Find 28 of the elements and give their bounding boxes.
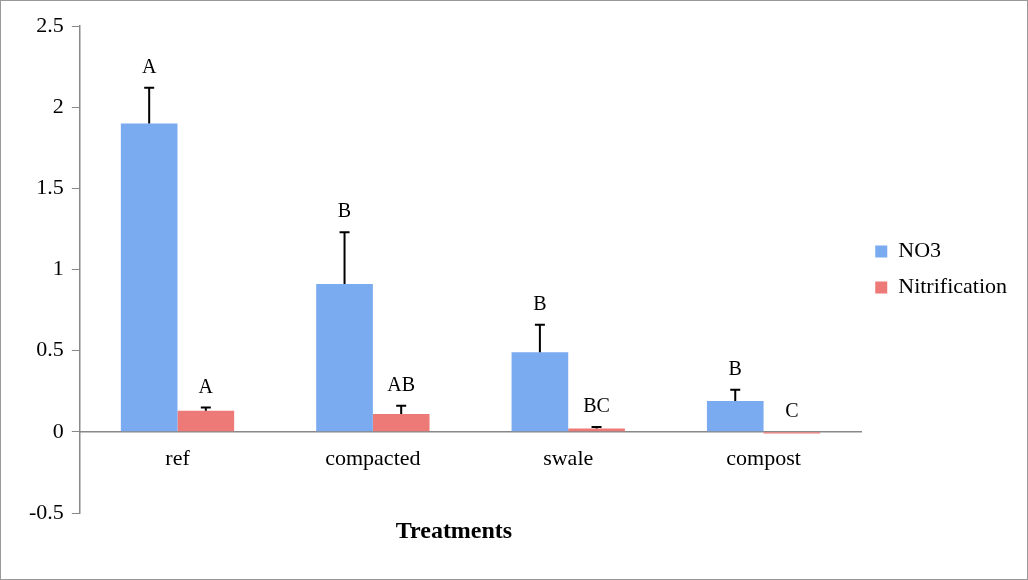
x-tick-label: ref	[165, 444, 191, 470]
y-tick-label: 0	[52, 417, 64, 443]
data-label: C	[785, 399, 799, 422]
y-tick-label: 2	[52, 92, 64, 118]
y-tick-label: 1.5	[36, 174, 64, 200]
y-tick-label: 1	[52, 255, 64, 281]
x-tick-label: compost	[726, 444, 801, 470]
bar	[372, 413, 430, 432]
bar	[177, 410, 235, 432]
x-tick-label: swale	[543, 444, 594, 470]
y-tick-label: 0.5	[36, 336, 64, 362]
bar	[511, 352, 569, 432]
data-label: AB	[387, 373, 416, 396]
legend-label: NO3	[898, 237, 942, 263]
data-label: B	[337, 199, 352, 222]
bar	[120, 123, 178, 432]
y-tick-label: -0.5	[29, 498, 64, 524]
data-label: A	[198, 374, 214, 397]
y-tick-label: 2.5	[36, 11, 64, 37]
x-tick-label: compacted	[325, 444, 421, 470]
bar	[706, 400, 764, 432]
bar	[316, 284, 373, 432]
data-label: B	[533, 291, 547, 314]
data-label: BC	[583, 394, 610, 417]
x-axis-title: Treatments	[395, 517, 513, 543]
legend-label: Nitrification	[898, 273, 1008, 299]
data-label: B	[728, 356, 742, 379]
data-label: A	[141, 54, 157, 77]
